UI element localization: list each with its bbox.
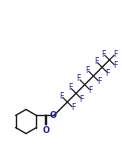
Text: F: F [106, 69, 110, 78]
Text: F: F [94, 57, 98, 66]
Text: F: F [77, 74, 81, 83]
Text: F: F [88, 86, 93, 95]
Text: O: O [50, 111, 57, 120]
Text: F: F [68, 83, 72, 92]
Text: F: F [85, 66, 90, 75]
Text: F: F [97, 77, 101, 86]
Text: F: F [113, 50, 117, 59]
Text: F: F [59, 92, 64, 101]
Text: O: O [42, 126, 49, 135]
Text: F: F [71, 103, 75, 112]
Text: F: F [102, 50, 106, 59]
Text: F: F [80, 95, 84, 104]
Text: F: F [113, 61, 117, 70]
